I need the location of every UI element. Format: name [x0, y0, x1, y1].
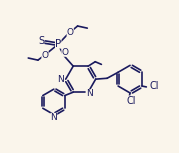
- Text: N: N: [50, 113, 57, 122]
- Text: O: O: [67, 28, 74, 37]
- Text: O: O: [61, 48, 68, 57]
- Text: N: N: [57, 75, 64, 84]
- Text: P: P: [55, 39, 61, 49]
- Text: O: O: [42, 51, 49, 60]
- Text: Cl: Cl: [150, 81, 159, 91]
- Text: Cl: Cl: [126, 95, 136, 106]
- Text: N: N: [86, 89, 92, 98]
- Text: S: S: [38, 36, 44, 46]
